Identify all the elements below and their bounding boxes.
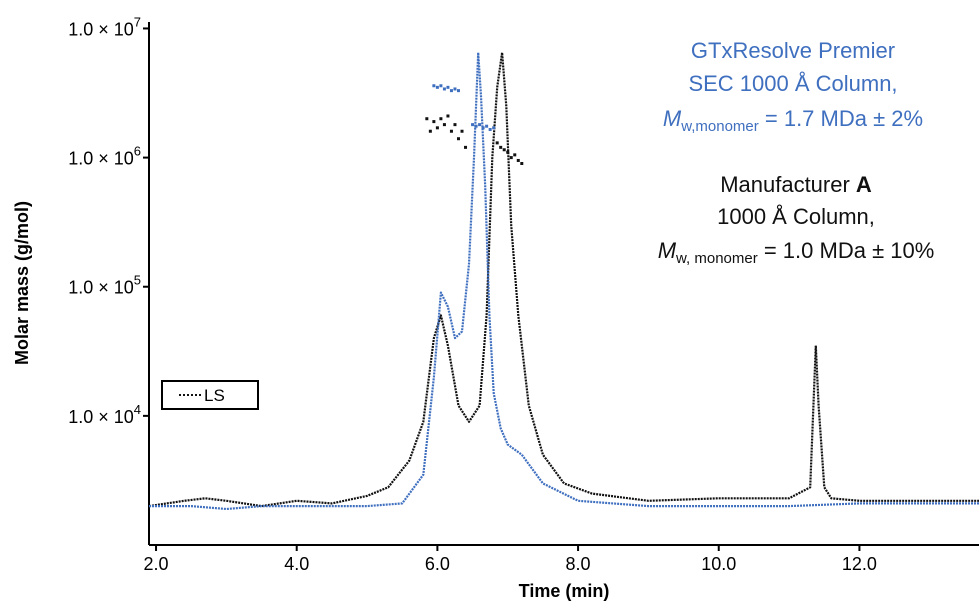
annotation-mfr-m: M — [658, 238, 677, 263]
annotation-gtx-line2: SEC 1000 Å Column, — [688, 71, 897, 96]
annotation-gtx-m: M — [663, 106, 682, 131]
annotation-mfr-line2: 1000 Å Column, — [717, 204, 875, 229]
data-point — [506, 150, 510, 154]
data-point — [428, 129, 432, 133]
data-point — [432, 120, 436, 124]
data-point — [485, 124, 489, 128]
annotation-manufacturer-a: Manufacturer A 1000 Å Column, Mw, monome… — [658, 172, 935, 267]
data-series — [148, 51, 979, 511]
data-point — [513, 153, 517, 157]
annotation-mfr-value: = 1.0 MDa ± 10% — [758, 238, 935, 263]
data-point — [492, 126, 496, 130]
data-point — [435, 85, 439, 89]
data-point — [471, 123, 475, 127]
y-tick-label: 1.0 × 107 — [68, 14, 141, 39]
data-point — [520, 162, 524, 166]
series-line-1 — [149, 51, 979, 511]
data-point — [495, 141, 499, 145]
data-point — [509, 156, 513, 160]
data-point — [456, 89, 460, 93]
data-point — [439, 117, 443, 121]
data-point — [488, 128, 492, 132]
data-point — [516, 158, 520, 162]
x-tick-label: 12.0 — [842, 554, 877, 574]
annotation-mfr-bold: A — [856, 172, 872, 197]
data-point — [453, 87, 457, 91]
y-tick-label: 1.0 × 105 — [68, 273, 141, 298]
data-point — [449, 129, 453, 133]
data-point — [449, 89, 453, 93]
legend-label-ls: LS — [204, 386, 225, 405]
legend: LS — [161, 380, 259, 410]
y-axis-title: Molar mass (g/mol) — [12, 201, 32, 365]
annotation-gtx-sub: w,monomer — [680, 118, 759, 135]
data-point — [474, 124, 478, 128]
x-tick-label: 8.0 — [566, 554, 591, 574]
data-point — [435, 126, 439, 130]
x-tick-label: 6.0 — [425, 554, 450, 574]
y-ticks: 1.0 × 104 1.0 × 105 1.0 × 106 1.0 × 107 — [68, 14, 149, 427]
annotation-mfr-pre: Manufacturer — [720, 172, 856, 197]
annotation-gtx-value: = 1.7 MDa ± 2% — [759, 106, 923, 131]
data-point — [446, 114, 450, 118]
x-tick-label: 4.0 — [284, 554, 309, 574]
annotation-mfr-sub: w, monomer — [675, 250, 758, 267]
annotation-mfr-line1: Manufacturer A — [720, 172, 872, 197]
data-point — [481, 126, 485, 130]
data-point — [460, 129, 464, 133]
annotation-gtx-line3: Mw,monomer = 1.7 MDa ± 2% — [663, 106, 923, 135]
data-point — [425, 117, 429, 121]
x-tick-label: 10.0 — [701, 554, 736, 574]
data-point — [439, 84, 443, 88]
y-tick-label: 1.0 × 104 — [68, 402, 141, 427]
data-point — [453, 123, 457, 127]
annotation-gtx-line1: GTxResolve Premier — [691, 38, 895, 63]
series-line-0 — [148, 51, 979, 508]
legend-box — [161, 380, 259, 410]
annotation-gtxresolve: GTxResolve Premier SEC 1000 Å Column, Mw… — [663, 38, 923, 135]
data-point — [499, 145, 503, 149]
annotation-mfr-line3: Mw, monomer = 1.0 MDa ± 10% — [658, 238, 935, 267]
data-point — [502, 148, 506, 152]
data-point — [446, 85, 450, 89]
data-point — [442, 87, 446, 91]
x-ticks: 2.0 4.0 6.0 8.0 10.0 12.0 — [144, 545, 877, 574]
x-tick-label: 2.0 — [144, 554, 169, 574]
y-tick-label: 1.0 × 106 — [68, 144, 141, 169]
x-axis-title: Time (min) — [519, 581, 610, 601]
data-point — [464, 145, 468, 149]
data-point — [478, 123, 482, 127]
data-point — [456, 137, 460, 141]
data-point — [432, 84, 436, 88]
data-point — [442, 123, 446, 127]
